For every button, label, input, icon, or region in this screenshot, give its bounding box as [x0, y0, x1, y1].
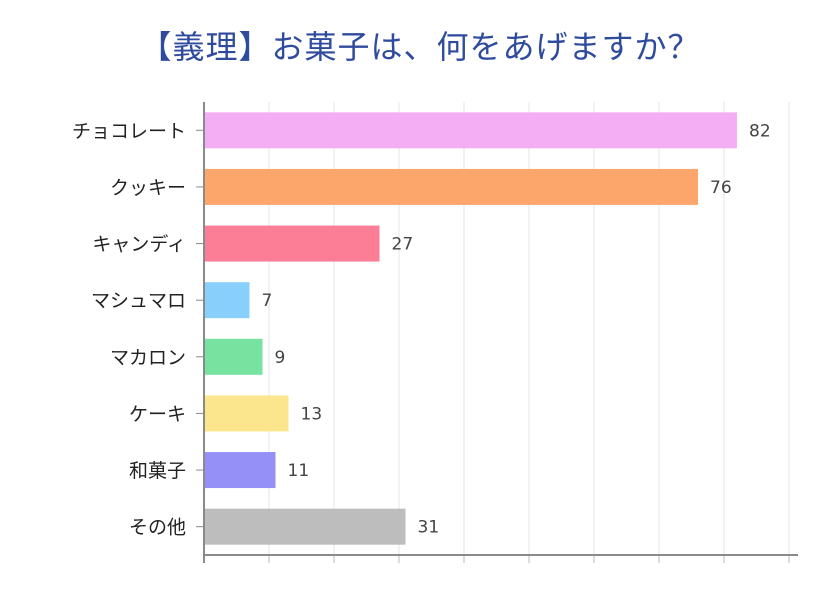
category-label: チョコレート [72, 120, 186, 142]
category-label: マカロン [110, 347, 186, 369]
bar [205, 508, 406, 545]
chart-title: 【義理】お菓子は、何をあげますか？ [139, 28, 701, 66]
category-label: マシュマロ [91, 290, 186, 312]
bar [205, 225, 380, 262]
data-label: 27 [392, 235, 414, 255]
data-label: 7 [262, 291, 273, 311]
bar [205, 452, 276, 489]
bar [205, 282, 250, 319]
data-label: 13 [301, 404, 323, 424]
data-label: 76 [710, 178, 732, 198]
bar [205, 395, 289, 432]
data-label: 31 [418, 518, 440, 538]
category-label: キャンディ [92, 234, 186, 256]
category-label: ケーキ [129, 403, 186, 425]
data-label: 82 [749, 121, 771, 141]
bar [205, 168, 698, 205]
category-label: 和菓子 [129, 460, 186, 482]
data-label: 9 [275, 348, 286, 368]
category-label: その他 [129, 517, 186, 539]
bar [205, 112, 737, 149]
category-label: クッキー [110, 177, 186, 199]
data-label: 11 [288, 461, 310, 481]
bar [205, 338, 263, 375]
